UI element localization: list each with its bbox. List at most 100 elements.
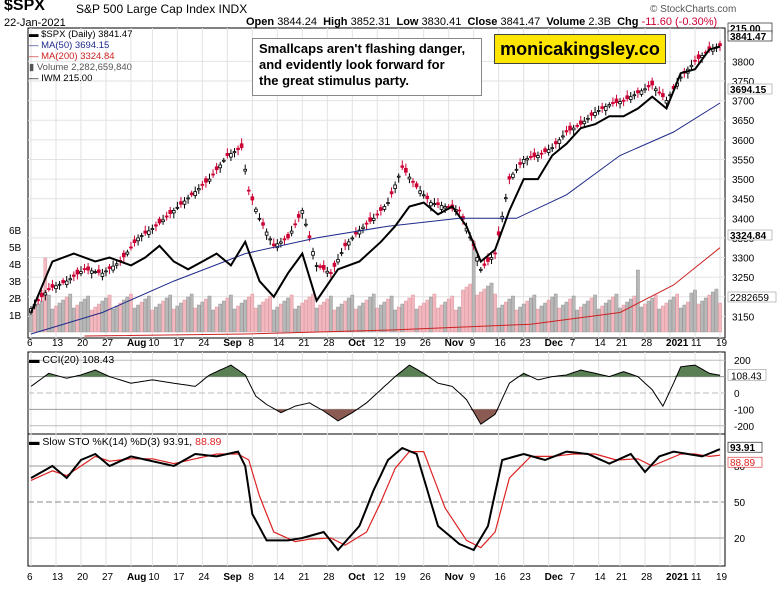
volume-bar: [264, 298, 269, 333]
x-axis-tick: 23: [520, 572, 532, 583]
candle-body: [611, 102, 615, 104]
x-axis-tick: 14: [273, 572, 285, 583]
volume-bar: [36, 303, 40, 333]
candle-body: [571, 127, 576, 131]
volume-bar: [443, 301, 447, 333]
x-axis-tick: 20: [77, 572, 89, 583]
volume-bar: [668, 299, 672, 333]
candle-body: [300, 210, 305, 214]
legend-sto-text: Slow STO %K(14) %D(3) 93.91,: [42, 436, 193, 448]
volume-bar: [471, 240, 476, 333]
volume-bar: [257, 304, 262, 333]
volume-bar: [400, 303, 405, 333]
candle-body: [64, 280, 69, 286]
volume-bar: [639, 306, 644, 333]
volume-bar: [643, 303, 647, 333]
candle-body: [418, 190, 422, 194]
cci-axis-tick: 0: [734, 389, 740, 400]
volume-bar: [261, 301, 265, 333]
volume-bar: [364, 299, 369, 333]
candle-body: [650, 80, 654, 86]
candle-body: [161, 219, 165, 223]
volume-bar: [436, 307, 440, 333]
x-axis-tick: 9: [470, 572, 476, 583]
volume-bar: [628, 298, 633, 333]
x-axis-tick: 9: [470, 338, 476, 349]
volume-bar: [621, 304, 626, 333]
volume-bar: [514, 309, 519, 333]
volume-bar: [714, 288, 719, 333]
high-value: 3852.31: [350, 16, 391, 28]
volume-bar: [396, 306, 401, 333]
candle-body: [603, 106, 608, 111]
candle-body: [568, 125, 572, 131]
volume-bar: [89, 309, 94, 333]
volume-bar: [243, 299, 247, 333]
candle-body: [282, 238, 287, 241]
cci-axis-tick: 200: [734, 356, 751, 367]
candle-body: [271, 243, 276, 247]
volume-axis-tick: 3B: [9, 277, 22, 288]
volume-value: 2.3B: [588, 16, 611, 28]
candle-body: [286, 233, 290, 239]
volume-bar: [279, 303, 283, 333]
candle-body: [632, 94, 637, 97]
volume-bar: [39, 300, 44, 333]
candle-body: [122, 252, 126, 258]
volume-bar: [125, 296, 130, 333]
candle-body: [132, 239, 137, 244]
volume-bar: [682, 304, 687, 333]
candle-body: [232, 151, 237, 154]
candle-body: [404, 167, 408, 173]
volume-bar: [221, 300, 226, 333]
volume-bar: [528, 297, 533, 333]
x-axis-tick: Sep: [223, 338, 241, 349]
cci-value-label: 108.43: [731, 371, 762, 382]
volume-bar: [482, 288, 487, 333]
sto-axis-tick: 20: [734, 534, 746, 545]
candle-body: [539, 152, 544, 155]
volume-bar: [611, 296, 615, 333]
low-label: Low: [396, 16, 419, 28]
candle-body: [250, 196, 255, 201]
x-axis-tick: 21: [298, 338, 310, 349]
volume-bar: [250, 293, 255, 333]
chart-date: 22-Jan-2021: [4, 17, 66, 29]
candle-body: [371, 217, 376, 221]
candle-body: [39, 292, 44, 298]
candle-body: [107, 266, 112, 269]
volume-bar: [475, 294, 480, 333]
candle-body: [125, 251, 130, 255]
volume-bar: [675, 293, 679, 333]
volume-bar: [564, 301, 569, 333]
volume-bar: [229, 294, 233, 333]
volume-bar: [50, 308, 55, 333]
volume-value-label: 2282659: [730, 293, 769, 304]
note-line-3: the great stimulus party.: [259, 73, 410, 88]
candle-body: [693, 59, 697, 62]
candle-body: [432, 203, 437, 205]
candle-body: [407, 176, 412, 180]
candle-body: [157, 218, 162, 224]
volume-bar: [68, 293, 73, 333]
x-axis-tick: 8: [248, 338, 254, 349]
volume-bar: [346, 297, 351, 333]
candle-body: [193, 191, 198, 196]
x-axis-tick: 28: [641, 338, 653, 349]
volume-bar: [207, 295, 212, 333]
x-axis-tick: Sep: [223, 572, 241, 583]
volume-bar: [414, 308, 419, 333]
volume-bar: [568, 298, 572, 333]
note-line-1: Smallcaps aren't flashing danger,: [259, 41, 466, 56]
volume-bar: [671, 296, 676, 333]
volume-bar: [182, 299, 187, 333]
volume-bar: [700, 300, 704, 333]
x-axis-tick: 24: [198, 572, 210, 583]
volume-bar: [703, 297, 708, 333]
volume-bar: [418, 305, 422, 333]
volume-bar: [72, 307, 76, 333]
volume-bar: [218, 303, 223, 333]
cci-axis-tick: -200: [734, 422, 754, 433]
candle-body: [200, 183, 205, 186]
x-axis-tick: 11: [691, 572, 702, 583]
